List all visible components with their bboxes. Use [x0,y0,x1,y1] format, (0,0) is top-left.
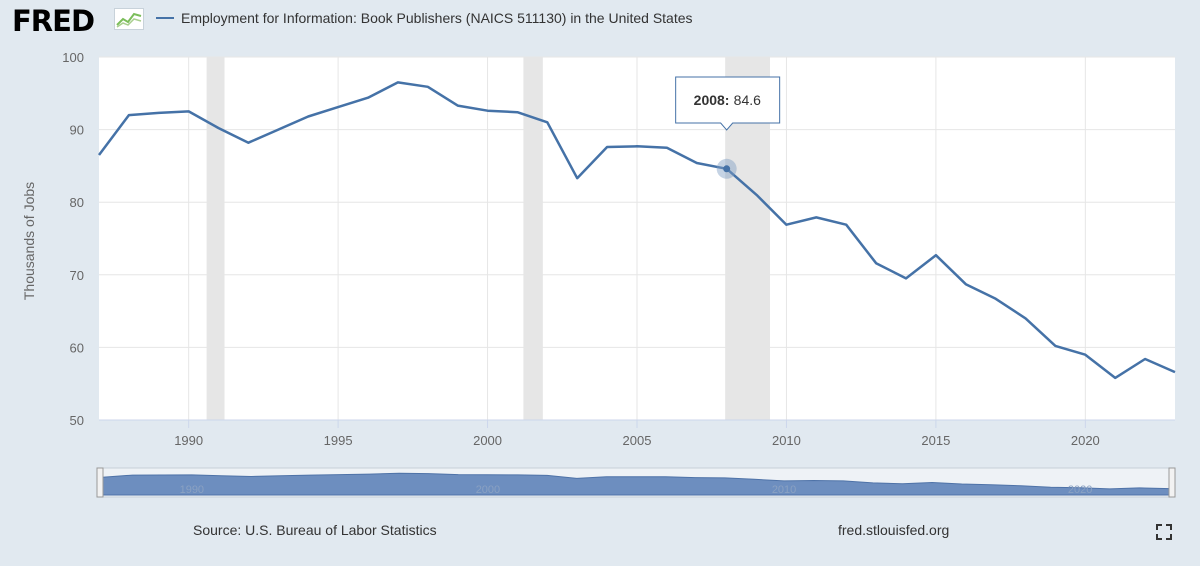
navigator-label: 2020 [1068,484,1092,496]
data-point [604,144,610,150]
data-point [664,145,670,151]
data-point [365,95,371,101]
data-point [395,79,401,85]
x-tick-label: 2020 [1071,433,1100,448]
data-point [1172,369,1178,375]
data-point [275,127,281,133]
x-tick-label: 2005 [623,433,652,448]
recession-band [523,57,543,420]
navigator-labels: 1990 2000 2010 2020 [180,484,1093,496]
data-point [843,222,849,228]
data-point [126,112,132,118]
data-point [873,260,879,266]
navigator-left-handle[interactable] [96,467,104,498]
x-tick-label: 1990 [174,433,203,448]
series-line [97,81,1176,380]
data-point [783,222,789,228]
y-tick-label: 70 [70,268,84,283]
legend[interactable]: Employment for Information: Book Publish… [156,10,693,26]
data-point [216,125,222,131]
data-point [963,281,969,287]
tooltip-year: 2008: [694,92,730,108]
data-point [305,114,311,120]
data-point [96,152,102,158]
legend-swatch [156,17,174,19]
fullscreen-icon[interactable] [1156,524,1172,540]
data-point [156,110,162,116]
y-tick-label: 90 [70,123,84,138]
data-point [514,109,520,115]
data-point [933,252,939,258]
x-tick-label: 2010 [772,433,801,448]
x-tick-label: 2000 [473,433,502,448]
tooltip: 2008: 84.6 [675,76,781,131]
navigator-label: 2000 [476,484,500,496]
chart-header: FRED Employment for Information: Book Pu… [0,0,1200,44]
data-point [485,108,491,114]
line-chart[interactable]: Thousands of Jobs 50 60 70 80 90 100 1990 1995 2… [0,44,1200,462]
data-point [903,275,909,281]
chart-footer: Source: U.S. Bureau of Labor Statistics … [0,510,1200,560]
data-point [425,84,431,90]
source-text: Source: U.S. Bureau of Labor Statistics [193,522,437,538]
y-tick-label: 80 [70,195,84,210]
data-point [245,140,251,146]
data-point [813,214,819,220]
data-point [754,192,760,198]
site-link[interactable]: fred.stlouisfed.org [838,522,950,538]
y-tick-label: 60 [70,340,84,355]
data-point [634,143,640,149]
hover-marker [723,165,731,173]
y-axis-label: Thousands of Jobs [21,182,37,300]
chart-line-icon [114,8,144,30]
fred-logo[interactable]: FRED [12,4,95,38]
data-point [1052,343,1058,349]
y-tick-label: 50 [70,413,84,428]
x-tick-label: 1995 [324,433,353,448]
y-tick-label: 100 [62,50,84,65]
data-point [993,296,999,302]
data-point [1112,375,1118,381]
x-tick-label: 2015 [921,433,950,448]
data-point [335,104,341,110]
data-point [1082,352,1088,358]
plot-area: 50 60 70 80 90 100 1990 1995 2000 2005 2010 2015 202… [62,50,1178,448]
data-point [455,103,461,109]
data-point [1023,315,1029,321]
data-point [186,108,192,114]
legend-label: Employment for Information: Book Publish… [181,10,693,26]
data-point [694,160,700,166]
data-point [574,175,580,181]
recession-band [206,57,225,420]
navigator-series-area [102,472,1170,496]
time-range-navigator[interactable]: 1990 2000 2010 2020 [0,462,1200,502]
navigator-label: 2010 [772,484,796,496]
navigator-right-handle[interactable] [1168,467,1176,498]
data-point [1142,356,1148,362]
tooltip-box [675,76,781,131]
navigator-label: 1990 [180,484,204,496]
data-point [544,119,550,125]
tooltip-value: 84.6 [734,92,761,108]
